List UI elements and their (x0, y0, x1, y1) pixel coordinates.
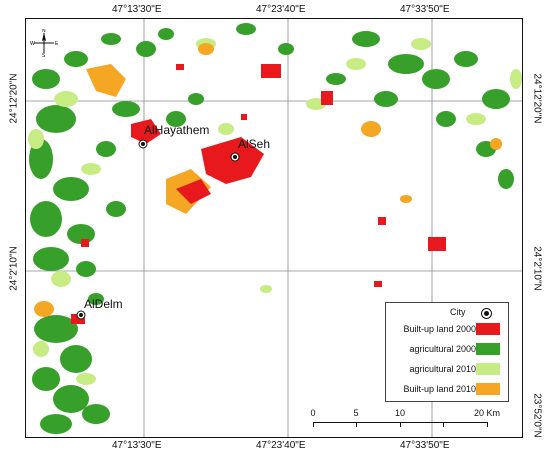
svg-text:N: N (42, 29, 46, 34)
legend-row-built-2000: Built-up land 2000 (386, 323, 508, 337)
city-markers (76, 139, 240, 320)
land-use-map (26, 19, 522, 437)
left-coord-2: 24°2'10"N (8, 246, 20, 291)
legend-city-row: City (386, 307, 508, 319)
scale-tick (313, 422, 314, 427)
north-arrow-icon: N S E W (30, 28, 59, 59)
city-marker-alseh (230, 152, 240, 162)
right-coord-3: 23°52'0"N (531, 393, 543, 438)
top-coord-3: 47°33'50"E (400, 4, 450, 15)
scale-tick (400, 422, 401, 427)
agri-2000-left (29, 28, 204, 434)
svg-text:W: W (30, 41, 35, 47)
city-symbol-icon (481, 308, 492, 319)
map-frame: N S E W AlHayathem AlSeh AlDelm (25, 18, 523, 438)
top-coord-1: 47°13'30"E (112, 4, 162, 15)
agri-2010 (28, 38, 522, 385)
scale-tick-label: 10 (394, 408, 406, 418)
legend-city-label: City (450, 307, 466, 317)
scale-tick-label: 0 (310, 408, 316, 418)
legend-row-agri-2000: agricultural 2000 (386, 343, 508, 357)
right-coord-2: 24°2'10"N (531, 246, 543, 291)
svg-text:S: S (42, 53, 46, 57)
scale-tick (487, 422, 488, 427)
scale-tick-label: 20 Km (473, 408, 501, 418)
legend-label: Built-up land 2010 (403, 384, 476, 394)
legend-row-built-2010: Built-up land 2010 (386, 383, 508, 397)
legend-label: agricultural 2000 (409, 344, 476, 354)
scale-bar: 0 5 10 20 Km (303, 400, 513, 430)
legend-row-agri-2010: agricultural 2010 (386, 363, 508, 377)
top-coord-2: 47°23'40"E (256, 4, 306, 15)
agri-2000-upper-right (236, 23, 514, 189)
legend-label: Built-up land 2000 (403, 324, 476, 334)
city-label-aldelm: AlDelm (84, 297, 123, 311)
bottom-coord-2: 47°23'40"E (256, 440, 306, 451)
right-coord-1: 24°12'20"N (531, 73, 543, 124)
scale-tick (443, 422, 444, 427)
svg-text:E: E (55, 41, 58, 47)
legend-swatch-built-2000 (476, 323, 500, 335)
legend-swatch-built-2010 (476, 383, 500, 395)
scale-tick (356, 422, 357, 427)
legend-swatch-agri-2000 (476, 343, 500, 355)
legend-swatch-agri-2010 (476, 363, 500, 375)
city-marker-aldelm (76, 310, 86, 320)
bottom-coord-3: 47°33'50"E (400, 440, 450, 451)
map-legend: City Built-up land 2000 agricultural 200… (385, 302, 509, 402)
legend-label: agricultural 2010 (409, 364, 476, 374)
city-label-alhayathem: AlHayathem (144, 123, 210, 137)
city-marker-alhayathem (138, 139, 148, 149)
bottom-coord-1: 47°13'30"E (112, 440, 162, 451)
scale-tick-label: 5 (353, 408, 359, 418)
left-coord-1: 24°12'20"N (8, 73, 20, 124)
city-label-alseh: AlSeh (238, 137, 271, 151)
